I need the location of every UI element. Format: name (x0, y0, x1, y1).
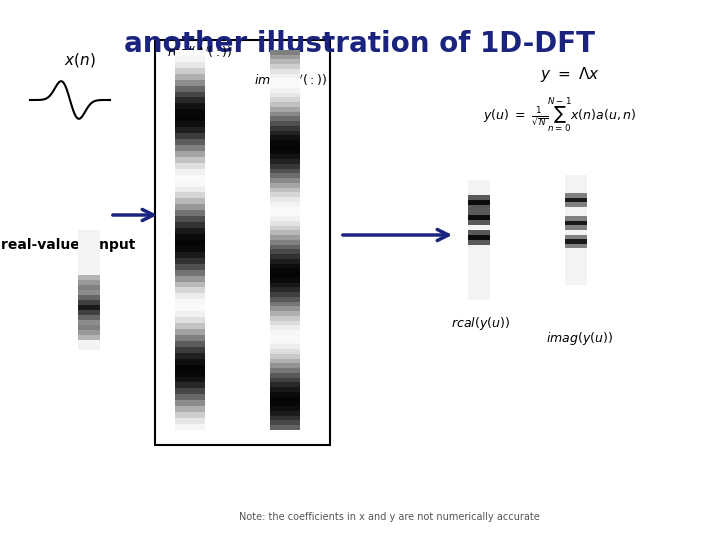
Text: Note: the coefficients in x and y are not numerically accurate: Note: the coefficients in x and y are no… (239, 512, 540, 522)
Text: $real(A'(:))$: $real(A'(:))$ (167, 44, 233, 60)
FancyBboxPatch shape (155, 40, 330, 445)
Text: real-valued input: real-valued input (1, 238, 135, 252)
Text: $imag(A'(:))$: $imag(A'(:))$ (253, 72, 326, 90)
Text: $y \ = \ \Lambda x$: $y \ = \ \Lambda x$ (540, 65, 600, 84)
Text: another illustration of 1D-DFT: another illustration of 1D-DFT (125, 30, 595, 58)
Text: $x(n)$: $x(n)$ (64, 51, 96, 69)
Text: $y(u) \ = \ \frac{1}{\sqrt{N}} \sum_{n=0}^{N-1} x(n)a(u,n)$: $y(u) \ = \ \frac{1}{\sqrt{N}} \sum_{n=0… (483, 95, 636, 135)
Text: $rcal(y(u))$: $rcal(y(u))$ (451, 315, 510, 332)
Text: $imag(y(u))$: $imag(y(u))$ (546, 330, 613, 347)
